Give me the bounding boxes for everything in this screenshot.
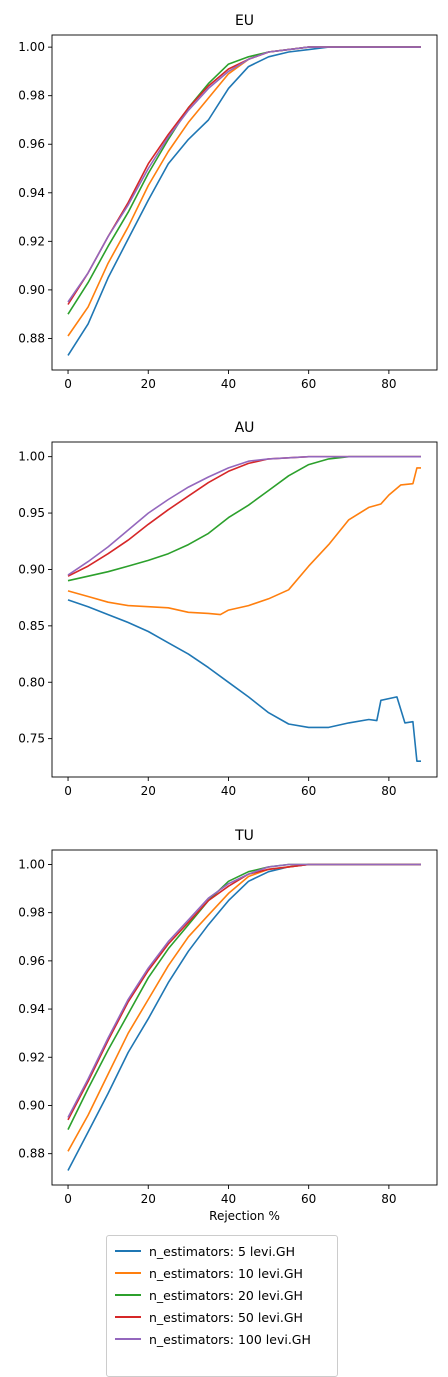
axes-frame <box>51 441 438 778</box>
legend-label: n_estimators: 10 levi.GH <box>149 1265 303 1281</box>
series-line <box>67 455 421 577</box>
series-line <box>67 46 421 337</box>
legend-entry: n_estimators: 100 levi.GH <box>115 1328 337 1350</box>
y-tick-label: 0.90 <box>18 1098 45 1112</box>
y-tick-label: 0.92 <box>18 234 45 248</box>
y-tick-label: 0.94 <box>18 186 45 200</box>
y-tick-label: 1.00 <box>18 450 45 464</box>
series-line <box>67 46 421 315</box>
subplot: EU 0 20 40 60 80 0.88 0.90 0.92 0.94 0.96 0.98 1.00 <box>18 13 438 391</box>
series-line <box>67 863 421 1152</box>
series-line <box>67 46 421 356</box>
legend-entry: n_estimators: 10 levi.GH <box>115 1262 337 1284</box>
x-tick-label: 60 <box>301 377 316 391</box>
x-tick-label: 0 <box>64 377 72 391</box>
axes-frame <box>51 34 438 371</box>
x-tick-label: 40 <box>221 784 236 798</box>
y-tick-label: 0.90 <box>18 562 45 576</box>
legend-label: n_estimators: 5 levi.GH <box>149 1243 295 1259</box>
x-tick-label: 80 <box>381 784 396 798</box>
x-tick-label: 60 <box>301 1192 316 1206</box>
legend-swatch <box>115 1338 141 1340</box>
subplot: TU 0 20 40 60 80 0.88 0.90 0.92 0.94 0.96 0.98 1.00 R… <box>18 828 438 1223</box>
legend: n_estimators: 5 levi.GH n_estimators: 10… <box>106 1235 338 1377</box>
legend-swatch <box>115 1272 141 1274</box>
y-tick-label: 0.80 <box>18 675 45 689</box>
subplot-title: TU <box>234 828 254 844</box>
legend-entry: n_estimators: 5 levi.GH <box>115 1240 337 1262</box>
y-tick-label: 0.85 <box>18 619 45 633</box>
series-line <box>67 863 421 1171</box>
legend-swatch <box>115 1316 141 1318</box>
series-line <box>67 467 421 616</box>
series-line <box>67 46 421 303</box>
x-tick-label: 40 <box>221 377 236 391</box>
x-tick-label: 20 <box>141 1192 156 1206</box>
series-line <box>67 46 421 305</box>
series-line <box>67 863 421 1118</box>
axes-frame <box>51 849 438 1186</box>
x-tick-label: 0 <box>64 1192 72 1206</box>
series-line <box>67 863 421 1130</box>
y-tick-label: 1.00 <box>18 40 45 54</box>
x-tick-label: 60 <box>301 784 316 798</box>
subplot-title: AU <box>235 420 255 436</box>
series-line <box>67 455 421 576</box>
series-line <box>67 863 421 1121</box>
y-tick-label: 0.88 <box>18 331 45 345</box>
y-tick-label: 0.75 <box>18 732 45 746</box>
legend-swatch <box>115 1294 141 1296</box>
x-tick-label: 80 <box>381 377 396 391</box>
x-tick-label: 80 <box>381 1192 396 1206</box>
x-axis-label: Rejection % <box>209 1209 280 1223</box>
series-line <box>67 599 421 763</box>
y-tick-label: 0.98 <box>18 89 45 103</box>
y-tick-label: 0.98 <box>18 906 45 920</box>
legend-label: n_estimators: 20 levi.GH <box>149 1287 303 1303</box>
x-tick-label: 40 <box>221 1192 236 1206</box>
legend-swatch <box>115 1250 141 1252</box>
legend-entry: n_estimators: 20 levi.GH <box>115 1284 337 1306</box>
x-tick-label: 20 <box>141 784 156 798</box>
legend-entry: n_estimators: 50 levi.GH <box>115 1306 337 1328</box>
y-tick-label: 0.96 <box>18 137 45 151</box>
x-tick-label: 0 <box>64 784 72 798</box>
x-tick-label: 20 <box>141 377 156 391</box>
y-tick-label: 0.96 <box>18 954 45 968</box>
legend-label: n_estimators: 100 levi.GH <box>149 1331 311 1347</box>
y-tick-label: 0.95 <box>18 506 45 520</box>
y-tick-label: 0.90 <box>18 283 45 297</box>
y-tick-label: 0.92 <box>18 1050 45 1064</box>
subplot: AU 0 20 40 60 80 0.75 0.80 0.85 0.90 0.95 1.00 <box>18 420 438 798</box>
y-tick-label: 0.88 <box>18 1147 45 1161</box>
series-line <box>67 455 421 582</box>
y-tick-label: 1.00 <box>18 857 45 871</box>
subplot-title: EU <box>235 13 254 29</box>
legend-label: n_estimators: 50 levi.GH <box>149 1309 303 1325</box>
y-tick-label: 0.94 <box>18 1002 45 1016</box>
